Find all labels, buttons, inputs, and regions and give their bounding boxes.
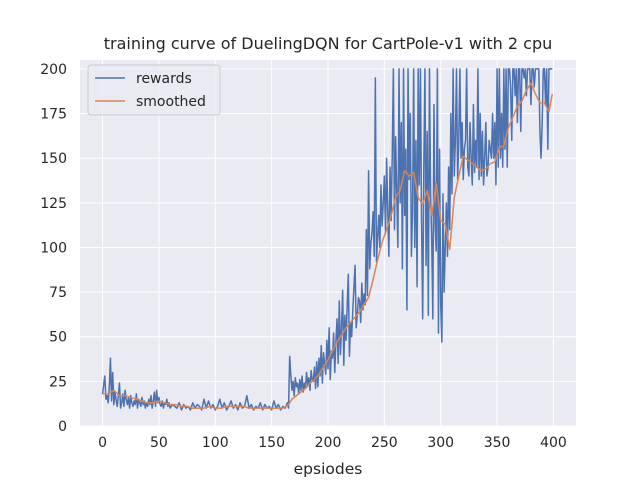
y-tick-label: 75 (49, 285, 67, 301)
x-axis-label: epsiodes (294, 460, 363, 478)
y-tick-label: 0 (58, 419, 67, 435)
series-lines (101, 68, 554, 411)
y-tick-label: 50 (49, 330, 67, 346)
x-tick-label: 200 (315, 435, 342, 451)
legend: rewards smoothed (87, 64, 221, 116)
x-tick-label: 100 (202, 435, 229, 451)
y-tick-label: 25 (49, 374, 67, 390)
x-tick-label: 0 (98, 435, 107, 451)
x-tick-label: 50 (150, 435, 168, 451)
y-tick-label: 175 (40, 107, 67, 123)
x-tick-label: 300 (427, 435, 454, 451)
x-tick-label: 400 (540, 435, 567, 451)
y-tick-label: 100 (40, 240, 67, 256)
legend-label: smoothed (136, 94, 206, 110)
legend-label: rewards (136, 71, 192, 87)
x-tick-label: 350 (484, 435, 511, 451)
x-tick-label: 250 (371, 435, 398, 451)
x-tick-label: 150 (258, 435, 285, 451)
y-tick-label: 200 (40, 62, 67, 78)
chart-title: training curve of DuelingDQN for CartPol… (104, 34, 553, 53)
y-tick-label: 125 (40, 196, 67, 212)
y-tick-label: 150 (40, 151, 67, 167)
series-line-smoothed (102, 82, 554, 409)
tick-labels: 0 50 100 150 200 250 300 350 400 0 25 50 75 100 125 150… (40, 62, 567, 451)
